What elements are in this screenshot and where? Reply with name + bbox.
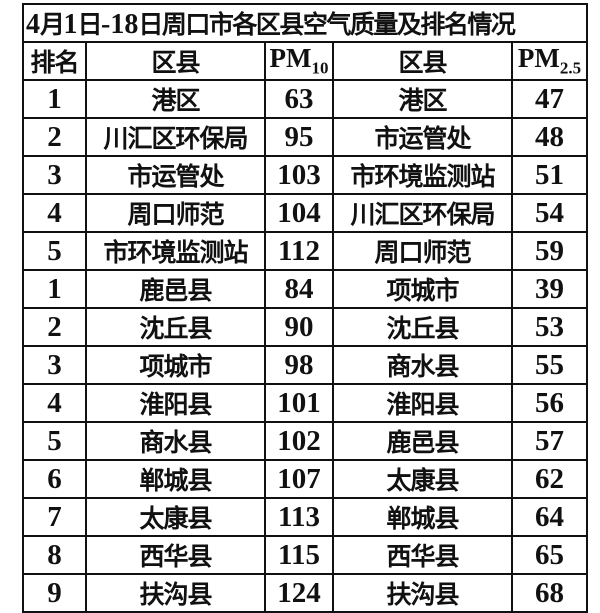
district-pm25-cell: 港区: [332, 79, 513, 119]
pm10-value: 115: [264, 535, 334, 575]
pm25-value: 56: [510, 383, 589, 423]
table-row: 3 市运管处 103 市环境监测站 51: [22, 155, 589, 195]
pm10-value: 112: [264, 231, 334, 271]
pm25-value: 51: [510, 155, 589, 195]
table-row: 5 市环境监测站 112 周口师范 59: [22, 231, 589, 271]
rank-cell: 1: [22, 79, 87, 119]
rank-cell: 2: [22, 307, 87, 347]
pm25-value: 59: [510, 231, 589, 271]
table-row: 9 扶沟县 124 扶沟县 68: [22, 573, 589, 613]
district-pm25-cell: 商水县: [332, 345, 513, 385]
district-pm25-cell: 项城市: [332, 269, 513, 309]
rank-cell: 8: [22, 535, 87, 575]
district-pm10-cell: 商水县: [85, 421, 266, 461]
district-pm10-cell: 沈丘县: [85, 307, 266, 347]
pm10-value: 113: [264, 497, 334, 537]
rank-cell: 5: [22, 231, 87, 271]
header-row: 排名 区县 PM10 区县 PM2.5: [22, 41, 589, 81]
rank-cell: 3: [22, 155, 87, 195]
table-row: 4 周口师范 104 川汇区环保局 54: [22, 193, 589, 233]
header-pm25: PM2.5: [510, 41, 589, 81]
district-pm25-cell: 市运管处: [332, 117, 513, 157]
pm10-value: 84: [264, 269, 334, 309]
table-row: 3 项城市 98 商水县 55: [22, 345, 589, 385]
pm25-value: 47: [510, 79, 589, 119]
district-pm25-cell: 扶沟县: [332, 573, 513, 613]
pm25-value: 57: [510, 421, 589, 461]
pm10-value: 63: [264, 79, 334, 119]
district-pm25-cell: 周口师范: [332, 231, 513, 271]
pm25-label: PM: [517, 43, 560, 74]
district-pm10-cell: 淮阳县: [85, 383, 266, 423]
district-pm10-cell: 项城市: [85, 345, 266, 385]
district-pm25-cell: 沈丘县: [332, 307, 513, 347]
pm10-value: 98: [264, 345, 334, 385]
pm25-value: 39: [510, 269, 589, 309]
rank-cell: 5: [22, 421, 87, 461]
district-pm10-cell: 市环境监测站: [85, 231, 266, 271]
district-pm25-cell: 太康县: [332, 459, 513, 499]
pm10-value: 101: [264, 383, 334, 423]
table-row: 1 港区 63 港区 47: [22, 79, 589, 119]
rank-cell: 9: [22, 573, 87, 613]
table-row: 2 川汇区环保局 95 市运管处 48: [22, 117, 589, 157]
pm10-value: 104: [264, 193, 334, 233]
rank-cell: 1: [22, 269, 87, 309]
pm25-value: 65: [510, 535, 589, 575]
rank-cell: 6: [22, 459, 87, 499]
table-row: 5 商水县 102 鹿邑县 57: [22, 421, 589, 461]
district-pm10-cell: 港区: [85, 79, 266, 119]
pm10-value: 90: [264, 307, 334, 347]
pm10-label: PM: [269, 43, 312, 74]
district-pm10-cell: 川汇区环保局: [85, 117, 266, 157]
pm25-value: 54: [510, 193, 589, 233]
district-pm10-cell: 太康县: [85, 497, 266, 537]
district-pm25-cell: 市环境监测站: [332, 155, 513, 195]
table-row: 2 沈丘县 90 沈丘县 53: [22, 307, 589, 347]
pm10-value: 124: [264, 573, 334, 613]
air-quality-ranking-table: 4月1日-18日周口市各区县空气质量及排名情况 排名 区县 PM10 区县 PM…: [21, 3, 589, 613]
pm10-value: 95: [264, 117, 334, 157]
table-row: 8 西华县 115 西华县 65: [22, 535, 589, 575]
district-pm25-cell: 鹿邑县: [332, 421, 513, 461]
district-pm25-cell: 西华县: [332, 535, 513, 575]
district-pm10-cell: 鹿邑县: [85, 269, 266, 309]
pm10-value: 102: [264, 421, 334, 461]
header-district-pm25: 区县: [332, 41, 513, 81]
table-row: 1 鹿邑县 84 项城市 39: [22, 269, 589, 309]
table-row: 7 太康县 113 郸城县 64: [22, 497, 589, 537]
pm25-value: 64: [510, 497, 589, 537]
district-pm25-cell: 淮阳县: [332, 383, 513, 423]
header-rank: 排名: [22, 41, 87, 81]
pm10-value: 103: [264, 155, 334, 195]
pm25-value: 48: [510, 117, 589, 157]
header-district-pm10: 区县: [85, 41, 266, 81]
rank-cell: 3: [22, 345, 87, 385]
table-row: 4 淮阳县 101 淮阳县 56: [22, 383, 589, 423]
rank-cell: 7: [22, 497, 87, 537]
district-pm25-cell: 郸城县: [332, 497, 513, 537]
rank-cell: 2: [22, 117, 87, 157]
pm10-value: 107: [264, 459, 334, 499]
header-pm10: PM10: [264, 41, 334, 81]
pm10-subscript: 10: [311, 58, 329, 78]
district-pm25-cell: 川汇区环保局: [332, 193, 513, 233]
pm25-value: 53: [510, 307, 589, 347]
pm25-value: 68: [510, 573, 589, 613]
table-row: 6 郸城县 107 太康县 62: [22, 459, 589, 499]
table-title: 4月1日-18日周口市各区县空气质量及排名情况: [21, 3, 589, 43]
rank-cell: 4: [22, 383, 87, 423]
pm25-value: 55: [510, 345, 589, 385]
district-pm10-cell: 西华县: [85, 535, 266, 575]
rank-cell: 4: [22, 193, 87, 233]
pm25-value: 62: [510, 459, 589, 499]
pm25-subscript: 2.5: [559, 58, 582, 78]
district-pm10-cell: 扶沟县: [85, 573, 266, 613]
district-pm10-cell: 郸城县: [85, 459, 266, 499]
district-pm10-cell: 周口师范: [85, 193, 266, 233]
district-pm10-cell: 市运管处: [85, 155, 266, 195]
